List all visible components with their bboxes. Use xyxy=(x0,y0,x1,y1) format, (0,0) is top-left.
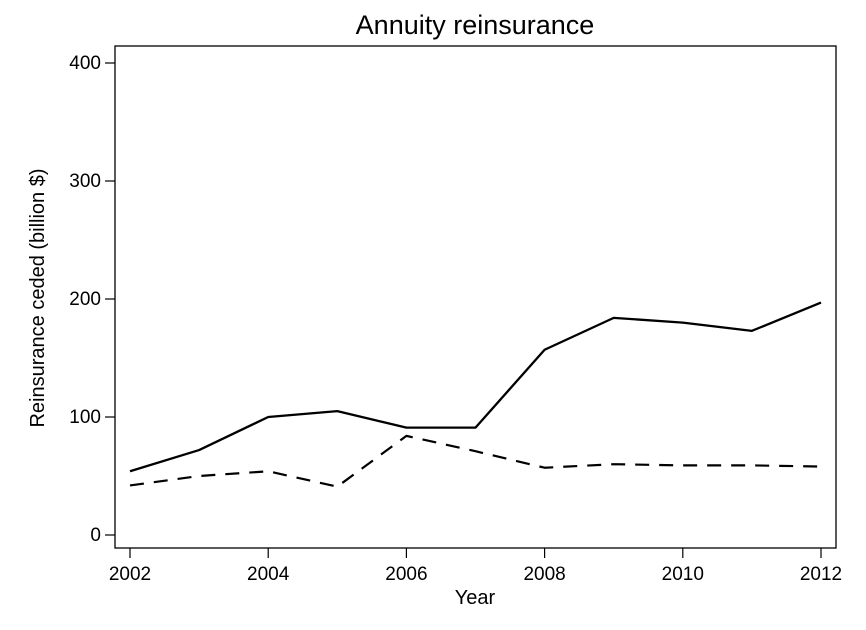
x-tick-label: 2010 xyxy=(662,564,704,585)
y-axis-label: Reinsurance ceded (billion $) xyxy=(27,168,49,427)
y-tick-label: 400 xyxy=(69,53,101,74)
x-tick-label: 2004 xyxy=(247,564,290,585)
y-tick-label: 300 xyxy=(69,171,101,192)
x-tick-label: 2012 xyxy=(800,564,842,585)
plot-area-frame xyxy=(114,45,837,549)
series-layer xyxy=(129,301,822,488)
chart-title: Annuity reinsurance xyxy=(356,10,595,40)
x-tick-label: 2002 xyxy=(109,564,151,585)
x-axis-label: Year xyxy=(455,587,496,609)
y-tick-label: 0 xyxy=(90,525,101,546)
dashed-series-line xyxy=(129,434,822,488)
x-tick-label: 2008 xyxy=(523,564,565,585)
y-axis: 0 100 200 300 400 xyxy=(69,53,115,546)
x-axis: 2002 2004 2006 2008 2010 2012 xyxy=(109,548,842,585)
y-tick-label: 200 xyxy=(69,289,101,310)
x-tick-label: 2006 xyxy=(385,564,427,585)
solid-series-line xyxy=(129,301,822,473)
y-tick-label: 100 xyxy=(69,407,101,428)
